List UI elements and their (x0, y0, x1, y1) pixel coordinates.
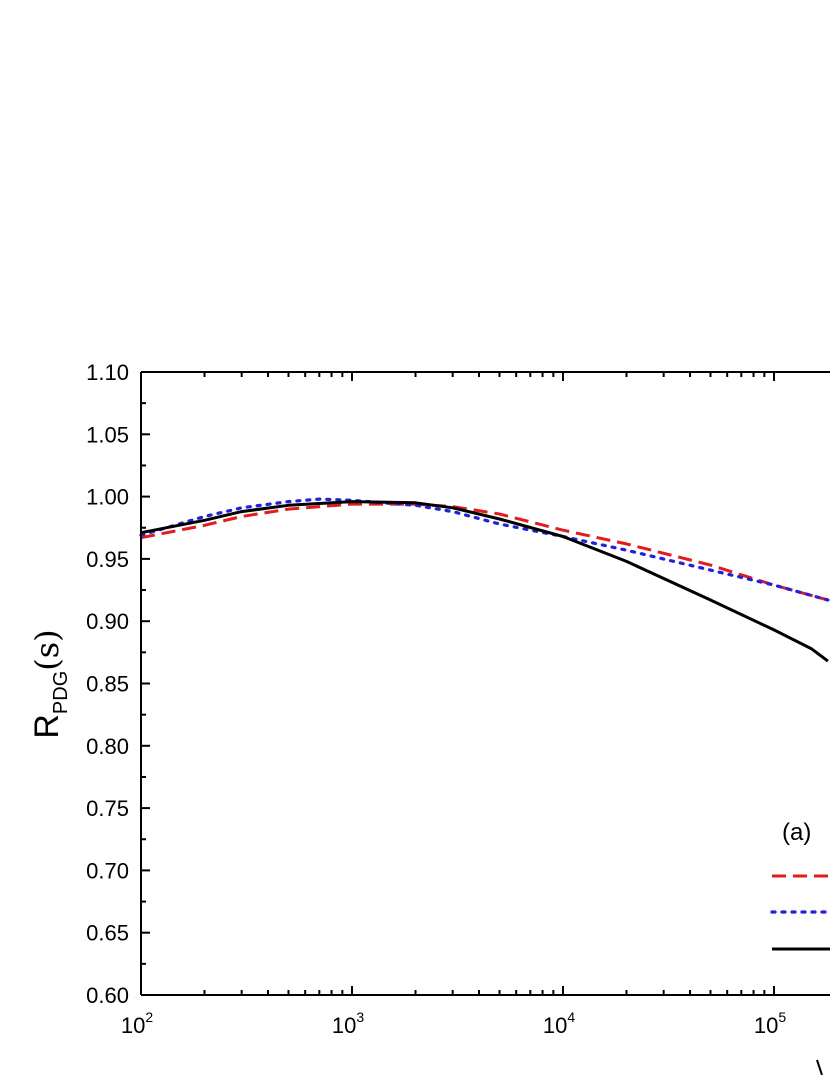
x-tick-exponent: 5 (778, 1009, 786, 1025)
series-line-dotted (139, 497, 830, 602)
x-tick-base: 10 (332, 1013, 356, 1038)
x-tick-label: 102 (121, 1009, 153, 1038)
x-tick-base: 10 (121, 1013, 145, 1038)
y-tick-label: 0.85 (86, 672, 129, 697)
y-tick-label: 1.00 (86, 485, 129, 510)
series-layer (139, 497, 830, 663)
y-tick-label: 0.80 (86, 734, 129, 759)
x-tick-exponent: 2 (145, 1009, 153, 1025)
y-tick-label: 0.90 (86, 609, 129, 634)
x-axis-title-fragment (816, 1059, 823, 1075)
y-tick-label: 1.10 (86, 360, 129, 385)
x-tick-exponent: 3 (356, 1009, 364, 1025)
panel-label: (a) (782, 819, 811, 846)
x-tick-label: 104 (543, 1009, 575, 1038)
series-line-solid (140, 500, 829, 663)
x-tick-exponent: 4 (567, 1009, 575, 1025)
x-tick-base: 10 (754, 1013, 778, 1038)
y-tick-label: 0.65 (86, 921, 129, 946)
y-tick-label: 0.75 (86, 796, 129, 821)
legend (770, 874, 830, 951)
y-axis-title-arg: (s) (28, 629, 66, 670)
ticks-layer (140, 371, 775, 996)
y-axis-title-main: R (28, 714, 66, 739)
y-tick-label: 0.95 (86, 547, 129, 572)
x-tick-label: 103 (332, 1009, 364, 1038)
y-axis-title: RPDG(s) (28, 629, 72, 738)
y-tick-label: 0.60 (86, 983, 129, 1008)
x-tick-label: 105 (754, 1009, 786, 1038)
series-line-dashed (140, 502, 829, 602)
x-tick-base: 10 (543, 1013, 567, 1038)
y-tick-label: 1.05 (86, 422, 129, 447)
axes-layer (140, 371, 830, 996)
y-axis-title-sub: PDG (50, 671, 72, 714)
labels-layer: 0.60 0.65 0.70 0.75 0.80 0.85 0.90 0.95 1.00 1.05… (86, 360, 823, 1075)
y-tick-label: 0.70 (86, 858, 129, 883)
